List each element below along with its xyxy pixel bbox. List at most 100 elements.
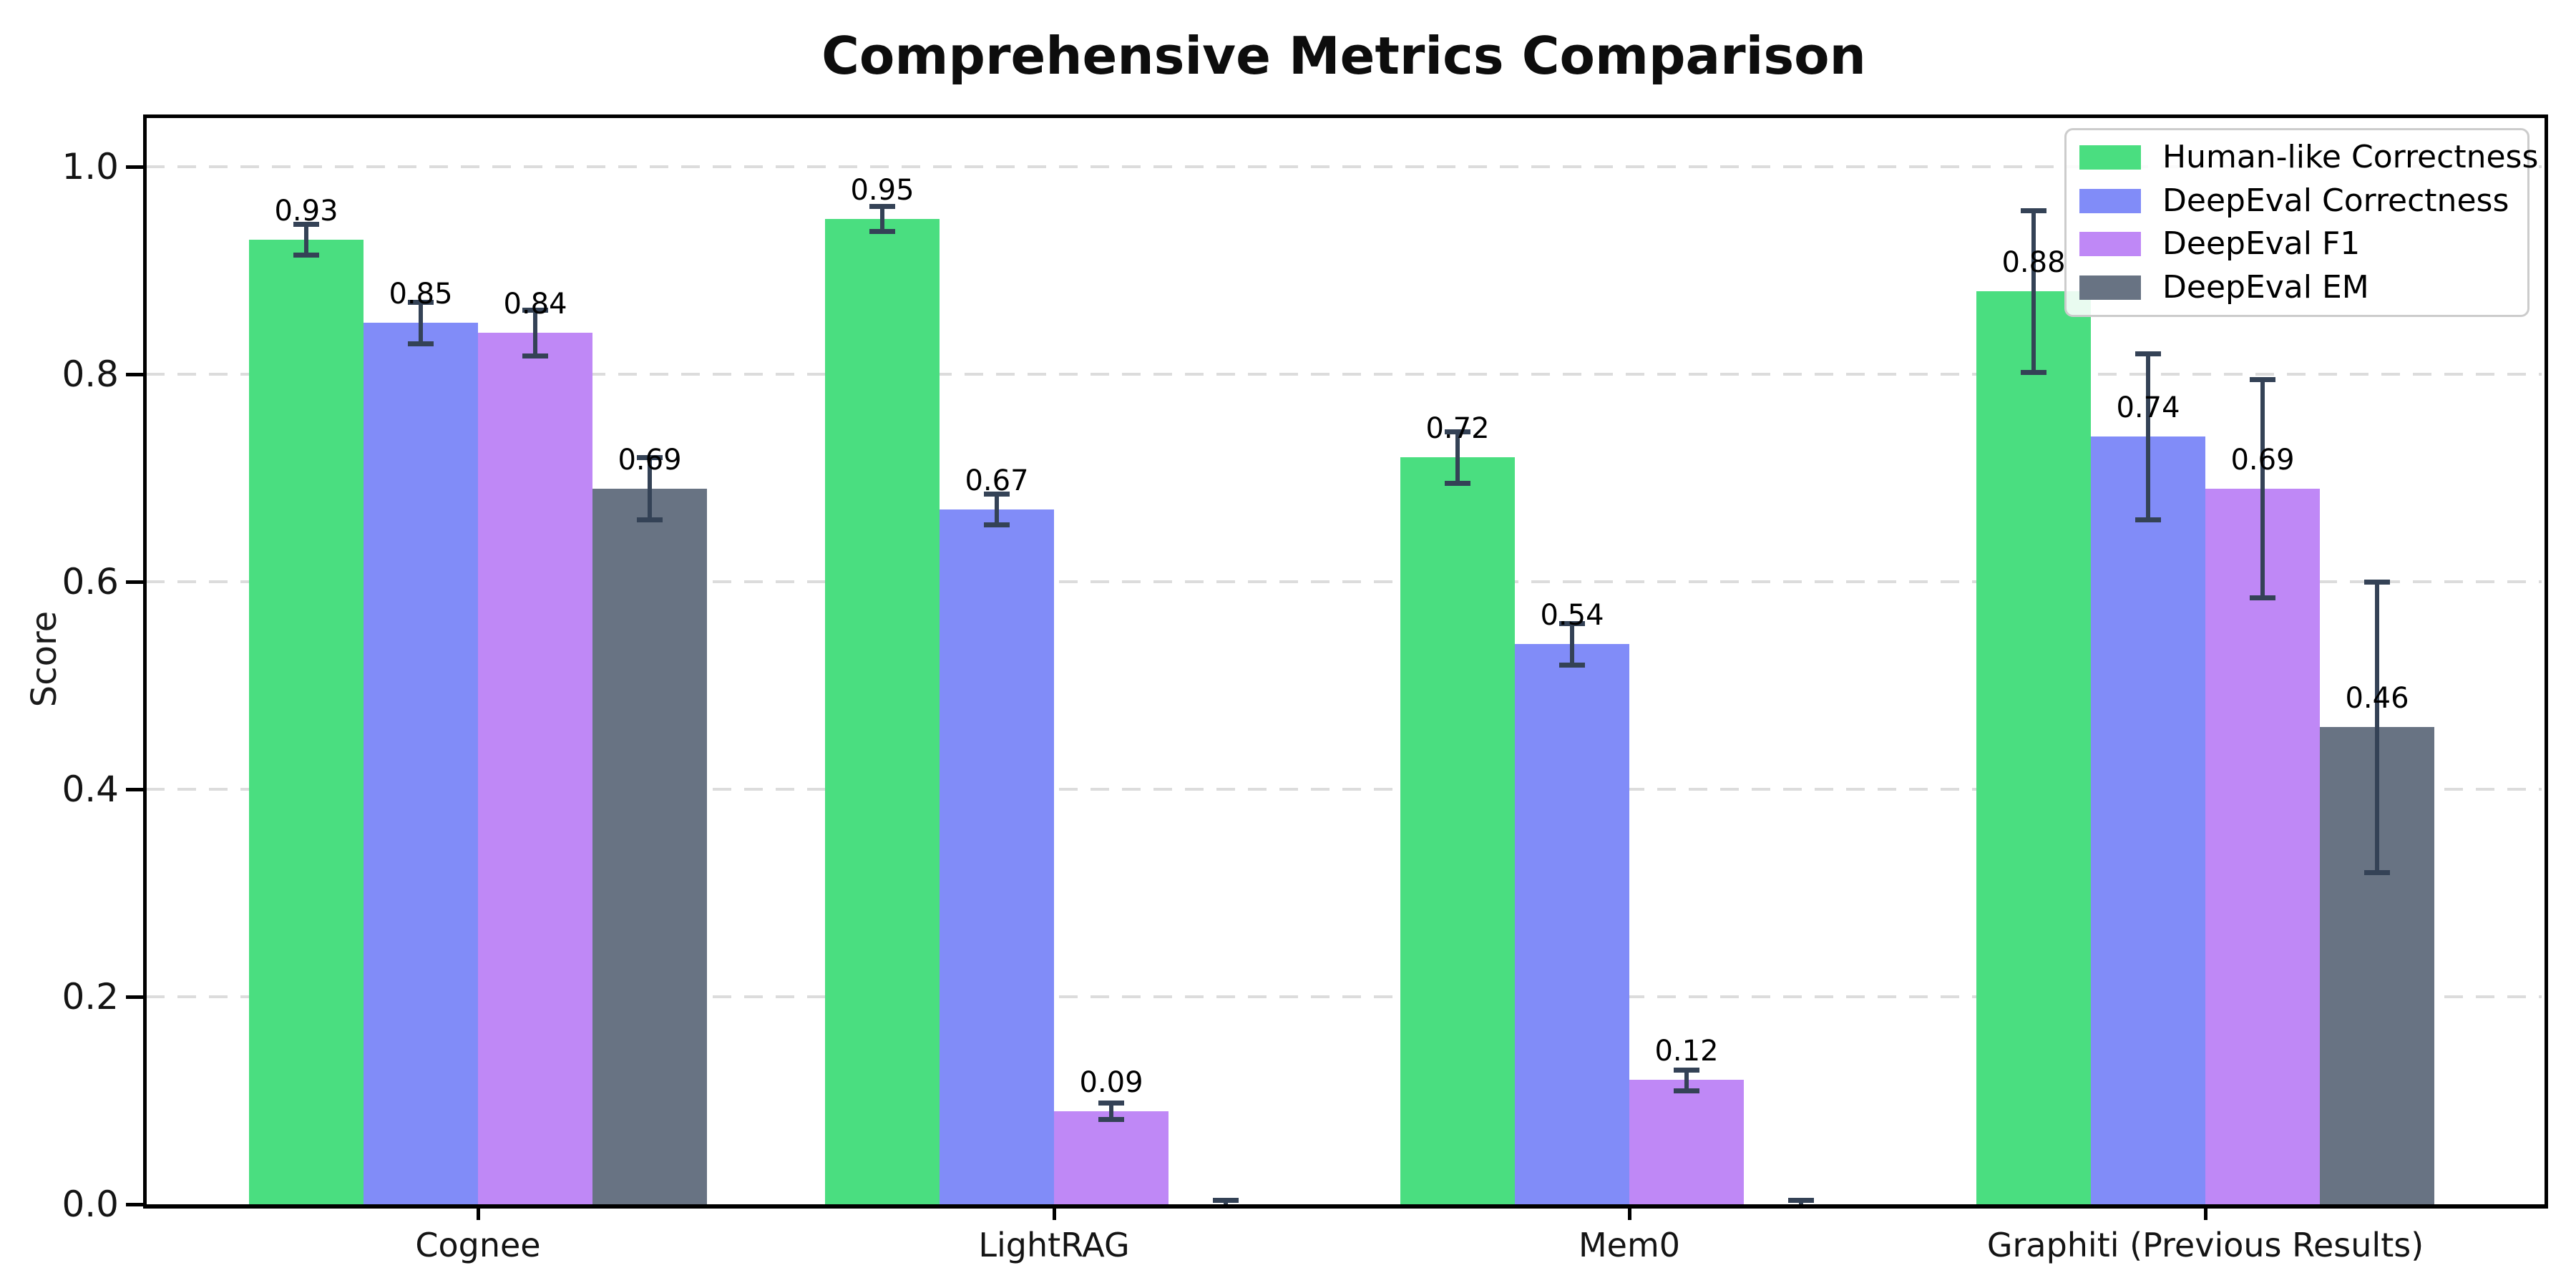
error-bar bbox=[880, 206, 884, 231]
error-bar-cap-bottom bbox=[869, 228, 895, 234]
error-bar bbox=[1455, 431, 1460, 484]
error-bar-cap-bottom bbox=[637, 517, 663, 522]
error-bar-cap-bottom bbox=[1674, 1088, 1699, 1093]
y-tick-label: 0.2 bbox=[62, 976, 119, 1018]
chart-title: Comprehensive Metrics Comparison bbox=[821, 26, 1866, 86]
bar-value-label: 0.69 bbox=[2230, 443, 2295, 477]
error-bar-cap-top bbox=[2021, 208, 2046, 213]
legend: Human-like Correctness DeepEval Correctne… bbox=[2064, 128, 2538, 317]
gridline bbox=[146, 788, 2542, 791]
error-bar-cap-bottom bbox=[1445, 481, 1470, 487]
error-bar bbox=[533, 310, 537, 356]
bar-value-label: 0.67 bbox=[965, 464, 1029, 497]
bar bbox=[1976, 291, 2091, 1204]
bar-value-label: 0.46 bbox=[2345, 682, 2409, 715]
error-bar-cap-top bbox=[2250, 377, 2275, 383]
bar bbox=[1515, 644, 1629, 1204]
bar bbox=[825, 218, 940, 1204]
error-bar bbox=[648, 457, 652, 519]
bar-value-label: 0.09 bbox=[1079, 1065, 1143, 1099]
error-bar bbox=[1570, 623, 1574, 665]
y-tick-label: 0.4 bbox=[62, 769, 119, 810]
error-bar-cap-bottom bbox=[522, 353, 548, 358]
legend-label: DeepEval Correctness bbox=[2162, 182, 2509, 219]
legend-item: DeepEval F1 bbox=[2079, 223, 2513, 266]
x-tick-label: Graphiti (Previous Results) bbox=[1986, 1226, 2424, 1264]
error-bar-cap-bottom bbox=[2135, 517, 2161, 522]
error-bar-cap-bottom bbox=[1559, 663, 1585, 668]
left-spine bbox=[143, 114, 147, 1209]
error-bar bbox=[2031, 210, 2036, 373]
bar bbox=[2091, 436, 2205, 1204]
error-bar bbox=[1799, 1200, 1803, 1207]
error-bar bbox=[2375, 582, 2379, 872]
error-bar bbox=[2146, 353, 2150, 519]
y-axis-label: Score bbox=[24, 610, 64, 708]
legend-label: DeepEval EM bbox=[2162, 268, 2369, 306]
gridline bbox=[146, 165, 2542, 168]
bar bbox=[940, 509, 1054, 1204]
bar-value-label: 0.69 bbox=[618, 443, 682, 477]
gridline bbox=[146, 995, 2542, 998]
error-bar-cap-top bbox=[1559, 621, 1585, 626]
error-bar bbox=[1684, 1069, 1689, 1091]
bar-value-label: 0.88 bbox=[2001, 246, 2066, 279]
error-bar bbox=[1109, 1102, 1113, 1120]
bar-value-label: 0.93 bbox=[274, 194, 338, 228]
gridline bbox=[146, 580, 2542, 583]
y-tick bbox=[126, 580, 143, 584]
error-bar-cap-bottom bbox=[984, 522, 1010, 528]
error-bar-cap-top bbox=[1674, 1067, 1699, 1073]
legend-swatch bbox=[2079, 188, 2141, 213]
right-spine bbox=[2545, 114, 2548, 1209]
y-tick bbox=[126, 165, 143, 169]
x-tick-label: Cognee bbox=[415, 1226, 541, 1264]
error-bar-cap-top bbox=[2135, 351, 2161, 356]
legend-item: Human-like Correctness bbox=[2079, 136, 2538, 180]
top-spine bbox=[143, 114, 2545, 118]
bar-value-label: 0.72 bbox=[1425, 412, 1490, 445]
y-tick bbox=[126, 372, 143, 376]
bar bbox=[478, 333, 592, 1204]
error-bar-cap-top bbox=[293, 221, 319, 227]
error-bar-cap-top bbox=[984, 491, 1010, 497]
bar bbox=[249, 239, 364, 1204]
bar-value-label: 0.84 bbox=[503, 288, 567, 321]
bar-value-label: 0.95 bbox=[850, 173, 914, 207]
y-tick-label: 0.0 bbox=[62, 1184, 119, 1225]
x-tick-label: Mem0 bbox=[1578, 1226, 1681, 1264]
legend-item: DeepEval Correctness bbox=[2079, 180, 2513, 223]
bar bbox=[364, 322, 478, 1204]
x-tick bbox=[476, 1204, 480, 1220]
gridline bbox=[146, 373, 2542, 376]
error-bar-cap-top bbox=[2364, 580, 2390, 585]
bar-value-label: 0.85 bbox=[389, 277, 453, 311]
error-bar-cap-bottom bbox=[408, 341, 434, 346]
legend-label: DeepEval F1 bbox=[2162, 225, 2361, 263]
bar bbox=[592, 488, 707, 1204]
error-bar-cap-bottom bbox=[2021, 370, 2046, 376]
y-tick-label: 1.0 bbox=[62, 146, 119, 187]
x-tick-label: LightRAG bbox=[978, 1226, 1130, 1264]
error-bar-cap-bottom bbox=[2364, 870, 2390, 875]
error-bar-cap-top bbox=[1788, 1198, 1814, 1204]
error-bar-cap-top bbox=[1445, 429, 1470, 434]
error-bar bbox=[2260, 379, 2265, 597]
error-bar bbox=[304, 223, 308, 255]
error-bar-cap-top bbox=[1213, 1198, 1239, 1204]
bar bbox=[2205, 488, 2320, 1204]
error-bar bbox=[1224, 1200, 1228, 1207]
error-bar bbox=[995, 493, 999, 525]
error-bar-cap-bottom bbox=[2250, 595, 2275, 600]
y-tick bbox=[126, 995, 143, 999]
y-tick-label: 0.8 bbox=[62, 353, 119, 395]
bar bbox=[1629, 1080, 1744, 1204]
bar bbox=[1400, 457, 1515, 1204]
bottom-spine bbox=[143, 1204, 2547, 1209]
legend-label: Human-like Correctness bbox=[2162, 139, 2539, 176]
error-bar bbox=[419, 301, 423, 343]
legend-swatch bbox=[2079, 275, 2141, 300]
error-bar-cap-top bbox=[408, 299, 434, 305]
error-bar-cap-top bbox=[522, 308, 548, 313]
